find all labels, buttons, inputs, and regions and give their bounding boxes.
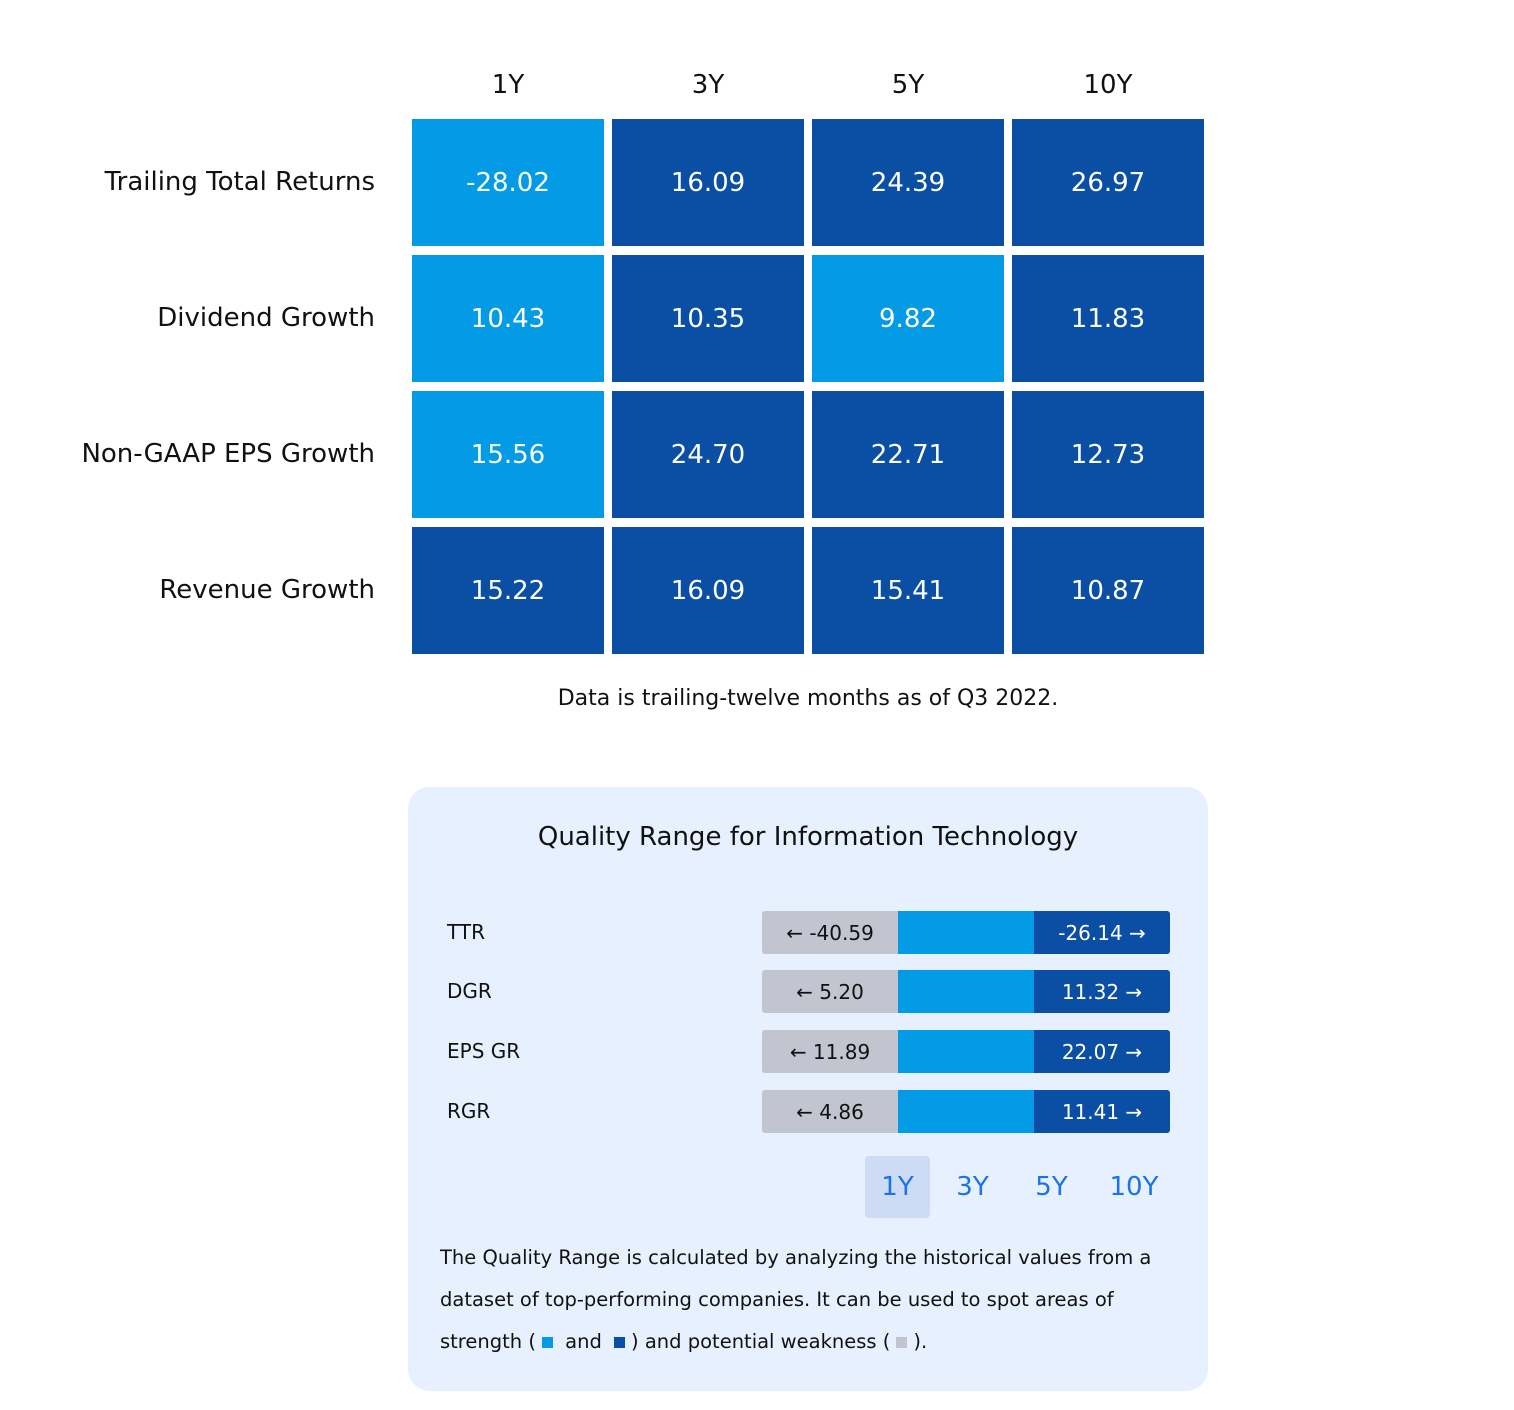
heatmap-cell: 10.87 [1012, 527, 1204, 654]
quality-range-panel [408, 787, 1208, 1391]
strength-dark-segment: 22.07 → [1034, 1030, 1170, 1073]
weakness-segment: ← 4.86 [762, 1090, 898, 1133]
column-header-5Y: 5Y [891, 70, 925, 100]
strength-light-segment [898, 911, 1034, 954]
strength-light-swatch [541, 1337, 553, 1348]
strength-light-segment [898, 1030, 1034, 1073]
heatmap-cell: 22.71 [812, 391, 1004, 518]
heatmap-cell: 12.73 [1012, 391, 1204, 518]
row-label: Revenue Growth [159, 575, 375, 605]
quality-range-bar: ← 5.20 11.32 → [762, 970, 1170, 1013]
heatmap-caption: Data is trailing-twelve months as of Q3 … [557, 686, 1059, 711]
quality-row-label: EPS GR [447, 1039, 521, 1063]
heatmap-cell: 15.22 [412, 527, 604, 654]
quality-range-title: Quality Range for Information Technology [537, 822, 1079, 852]
column-header-3Y: 3Y [691, 70, 725, 100]
heatmap-cell: -28.02 [412, 119, 604, 246]
heatmap-cell: 16.09 [612, 119, 804, 246]
weakness-swatch [896, 1337, 908, 1348]
heatmap-cell: 16.09 [612, 527, 804, 654]
quality-range-note: The Quality Range is calculated by analy… [440, 1237, 1190, 1363]
note-text: and [558, 1330, 609, 1353]
row-label: Non-GAAP EPS Growth [81, 439, 375, 469]
weakness-segment: ← 5.20 [762, 970, 898, 1013]
strength-light-segment [898, 970, 1034, 1013]
quality-row-label: RGR [447, 1099, 491, 1123]
strength-dark-swatch [614, 1337, 626, 1348]
note-text: The Quality Range is calculated by analy… [440, 1246, 1152, 1353]
quality-range-bar: ← 4.86 11.41 → [762, 1090, 1170, 1133]
strength-dark-segment: 11.41 → [1034, 1090, 1170, 1133]
heatmap-cell: 15.56 [412, 391, 604, 518]
strength-dark-segment: -26.14 → [1034, 911, 1170, 954]
note-text: ). [913, 1330, 928, 1353]
heatmap-cell: 9.82 [812, 255, 1004, 382]
note-text: ) and potential weakness ( [631, 1330, 891, 1353]
heatmap-cell: 10.35 [612, 255, 804, 382]
row-label: Dividend Growth [157, 303, 375, 333]
tab-10Y[interactable]: 10Y [1109, 1172, 1159, 1202]
heatmap-cell: 26.97 [1012, 119, 1204, 246]
quality-range-bar: ← -40.59 -26.14 → [762, 911, 1170, 954]
tab-1Y[interactable]: 1Y [865, 1156, 930, 1218]
row-label: Trailing Total Returns [104, 167, 375, 197]
strength-light-segment [898, 1090, 1034, 1133]
heatmap-cell: 10.43 [412, 255, 604, 382]
quality-row-label: TTR [447, 920, 485, 944]
column-header-1Y: 1Y [491, 70, 525, 100]
heatmap-cell: 24.39 [812, 119, 1004, 246]
quality-row-label: DGR [447, 979, 492, 1003]
heatmap-cell: 24.70 [612, 391, 804, 518]
weakness-segment: ← 11.89 [762, 1030, 898, 1073]
column-header-10Y: 10Y [1083, 70, 1133, 100]
heatmap-cell: 15.41 [812, 527, 1004, 654]
tab-3Y[interactable]: 3Y [956, 1172, 989, 1202]
tab-5Y[interactable]: 5Y [1035, 1172, 1068, 1202]
strength-dark-segment: 11.32 → [1034, 970, 1170, 1013]
heatmap-cell: 11.83 [1012, 255, 1204, 382]
weakness-segment: ← -40.59 [762, 911, 898, 954]
quality-range-bar: ← 11.89 22.07 → [762, 1030, 1170, 1073]
